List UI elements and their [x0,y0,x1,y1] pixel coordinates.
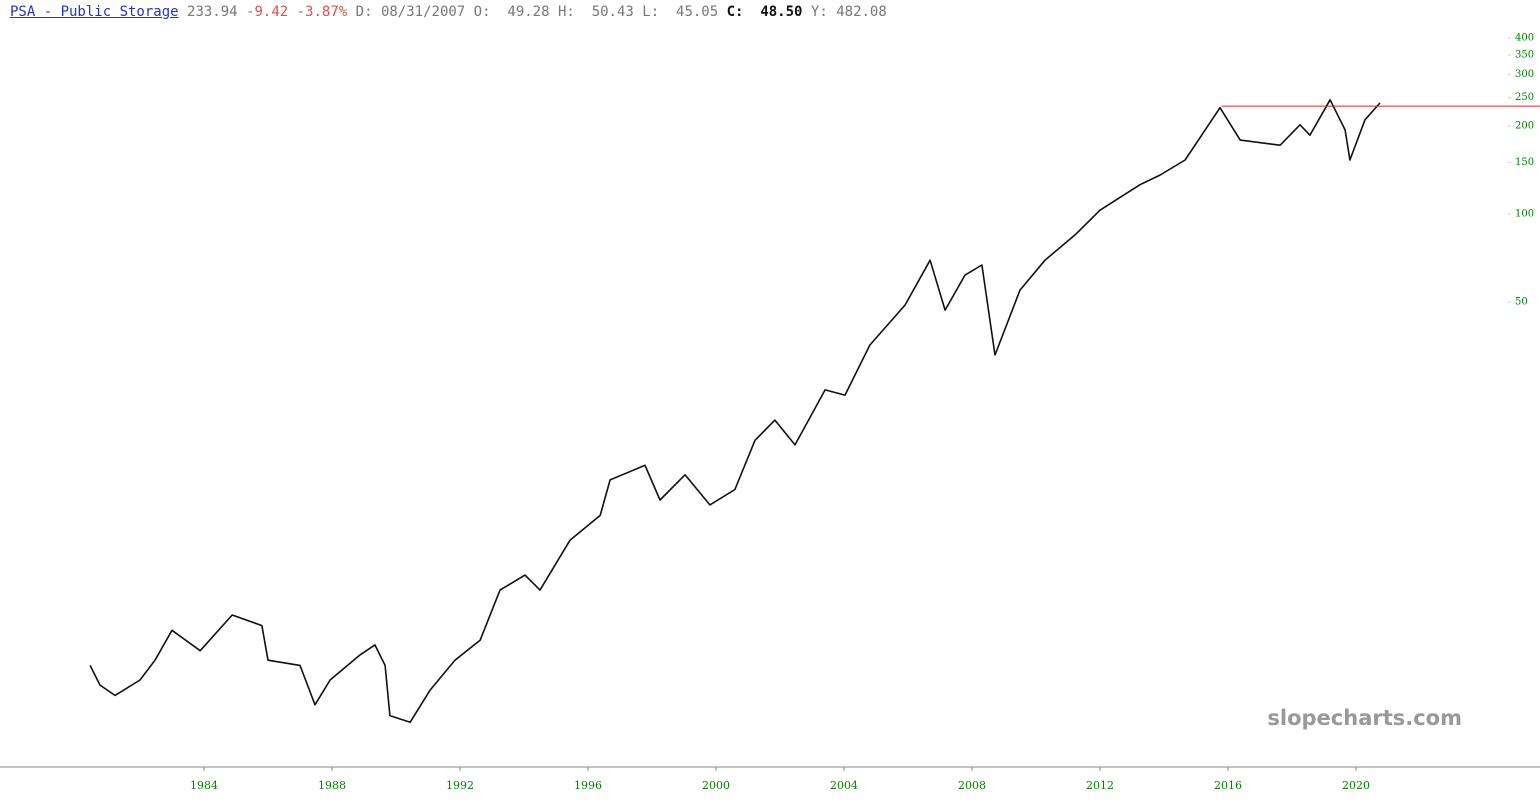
high: 50.43 [591,4,634,20]
y-label: Y: [810,4,828,20]
y-tick-label: 150 [1515,157,1534,168]
y-tick-label: 250 [1515,92,1534,103]
x-tick-label: 1984 [190,779,218,792]
quote-header: PSA - Public Storage 233.94 -9.42 -3.87%… [10,4,887,20]
x-tick-label: 1992 [446,779,474,792]
y-tick-label: 200 [1515,121,1534,132]
y-tick-label: 300 [1515,69,1534,80]
price-line [89,99,1381,724]
x-tick-label: 2012 [1086,779,1114,792]
close-label: C: [726,4,744,20]
last-price: 233.94 [187,4,238,20]
close: 48.50 [760,4,803,20]
date-label: D: [355,4,373,20]
x-tick-label: 1996 [574,779,602,792]
low-label: L: [642,4,660,20]
x-tick-label: 2016 [1214,779,1242,792]
open: 49.28 [507,4,550,20]
x-tick-label: 1988 [318,779,346,792]
ticker-title[interactable]: PSA - Public Storage [10,4,179,20]
open-label: O: [473,4,491,20]
y-tick-label: 400 [1515,33,1534,44]
y-tick-label: 350 [1515,50,1534,61]
x-tick-label: 2004 [830,779,858,792]
high-label: H: [557,4,575,20]
y-tick-label: 50 [1515,296,1528,307]
date: 08/31/2007 [380,4,466,20]
x-tick-label: 2000 [702,779,730,792]
y-tick-label: 100 [1515,208,1534,219]
y-value: 482.08 [836,4,887,20]
x-tick-label: 2020 [1342,779,1370,792]
low: 45.05 [676,4,719,20]
watermark: slopecharts.com [1267,706,1462,730]
change-pct: -3.87% [296,4,348,20]
change: -9.42 [246,4,289,20]
x-tick-label: 2008 [958,779,986,792]
